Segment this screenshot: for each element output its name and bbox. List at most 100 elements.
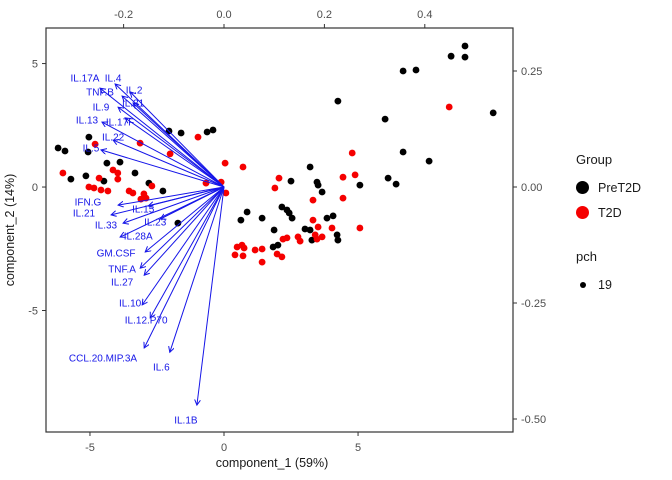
scatter-point-t2d: [231, 251, 239, 259]
loading-arrow-il.10: [142, 186, 225, 305]
loading-arrow-il.1b: [197, 186, 225, 405]
loading-arrow-il.27: [144, 186, 225, 275]
pch19-point-icon: [580, 281, 586, 288]
scatter-point-t2d: [239, 252, 247, 260]
scatter-point-pret2d: [318, 188, 326, 196]
scatter-point-pret2d: [399, 148, 407, 156]
right-tick-label: 0.25: [521, 66, 542, 78]
loading-label-il.28a: IL.28A: [124, 232, 153, 243]
scatter-point-t2d: [97, 186, 105, 194]
scatter-point-pret2d: [116, 158, 124, 166]
scatter-point-t2d: [221, 159, 229, 167]
loading-arrow-il.22: [113, 140, 225, 188]
top-tick-label: 0.0: [216, 9, 231, 21]
loading-label-il.2: IL.2: [126, 86, 143, 97]
scatter-point-pret2d: [61, 147, 69, 155]
scatter-point-pret2d: [177, 129, 185, 137]
loading-label-il.1b: IL.1B: [174, 415, 198, 426]
scatter-point-pret2d: [243, 208, 251, 216]
scatter-point-t2d: [328, 224, 336, 232]
scatter-point-t2d: [240, 244, 248, 252]
scatter-point-t2d: [339, 173, 347, 181]
scatter-point-pret2d: [308, 236, 316, 244]
scatter-point-t2d: [356, 224, 364, 232]
loading-label-il.4: IL.4: [105, 74, 122, 85]
x-tick-label: 5: [355, 442, 361, 454]
legend-group-title: Group: [576, 152, 613, 167]
loading-arrow-il.2: [130, 92, 225, 188]
x-tick-label: -5: [85, 442, 95, 454]
right-tick-label: -0.50: [521, 414, 546, 426]
scatter-point-t2d: [283, 234, 291, 242]
plot-panel: [45, 27, 514, 433]
top-tick-label: -0.2: [114, 9, 133, 21]
scatter-point-pret2d: [425, 157, 433, 165]
loading-label-il.12.p70: IL.12.P70: [125, 316, 168, 327]
scatter-point-pret2d: [334, 236, 342, 244]
loading-arrow-tnf.a: [140, 186, 225, 268]
scatter-point-t2d: [445, 103, 453, 111]
scatter-point-pret2d: [461, 53, 469, 61]
scatter-point-t2d: [95, 174, 103, 182]
loading-arrow-il.31: [133, 103, 225, 188]
scatter-point-t2d: [104, 187, 112, 195]
loading-arrow-il.6: [170, 186, 225, 352]
loading-label-il.17f: IL.17F: [106, 118, 134, 129]
loading-labels-layer: IL.17A IL.4 TNF.B IL.2 IL.9 IL.31 IL.13 IL.17F I…: [69, 74, 198, 427]
scatter-point-pret2d: [237, 216, 245, 224]
scatter-point-pret2d: [356, 181, 364, 189]
scatter-point-t2d: [91, 140, 99, 148]
pret2d-label: PreT2D: [598, 180, 642, 195]
x-axis-title: component_1 (59%): [216, 456, 329, 470]
scatter-point-t2d: [258, 245, 266, 253]
scatter-points-layer: [54, 42, 497, 266]
loading-label-il.27: IL.27: [111, 278, 134, 289]
loading-label-il.10: IL.10: [119, 299, 142, 310]
loading-arrow-il.5: [101, 150, 225, 188]
scatter-point-pret2d: [103, 159, 111, 167]
scatter-point-pret2d: [288, 214, 296, 222]
loading-label-il.9: IL.9: [93, 103, 110, 114]
axis-ticks-layer: -5 0 5 5 0 -5 -0.2 0.0 0.2 0.4 0.25 0.00 -0.25 -0.50: [28, 9, 546, 454]
loading-arrow-il.28a: [120, 186, 225, 237]
scatter-point-pret2d: [258, 214, 266, 222]
scatter-point-t2d: [114, 169, 122, 177]
top-tick-label: 0.2: [317, 9, 332, 21]
scatter-point-pret2d: [85, 133, 93, 141]
scatter-point-pret2d: [412, 66, 420, 74]
scatter-point-pret2d: [314, 181, 322, 189]
scatter-point-pret2d: [301, 225, 309, 233]
top-tick-label: 0.4: [417, 9, 432, 21]
scatter-point-t2d: [222, 189, 230, 197]
loading-label-il.23: IL.23: [144, 217, 167, 228]
scatter-point-pret2d: [323, 214, 331, 222]
loading-label-il.21: IL.21: [73, 209, 96, 220]
scatter-point-pret2d: [174, 219, 182, 227]
x-tick-label: 0: [221, 442, 227, 454]
loading-label-il.33: IL.33: [95, 221, 118, 232]
loading-arrow-il.33: [123, 186, 225, 223]
scatter-point-pret2d: [278, 203, 286, 211]
legend-item-pch19: 19: [576, 272, 670, 297]
y-tick-label: 0: [32, 182, 38, 194]
legend: Group PreT2D T2D pch 19: [570, 152, 670, 297]
scatter-point-t2d: [258, 258, 266, 266]
y-tick-label: -5: [28, 306, 38, 318]
loading-label-il.13: IL.13: [76, 116, 99, 127]
loading-label-il.22: IL.22: [102, 132, 125, 143]
scatter-point-pret2d: [489, 109, 497, 117]
loading-label-ccl.20.mip.3a: CCL.20.MIP.3A: [69, 354, 138, 365]
scatter-point-t2d: [318, 233, 326, 241]
scatter-point-pret2d: [392, 180, 400, 188]
scatter-point-pret2d: [274, 241, 282, 249]
scatter-point-t2d: [278, 253, 286, 261]
scatter-point-t2d: [59, 169, 67, 177]
scatter-point-pret2d: [306, 163, 314, 171]
y-axis-title: component_2 (14%): [3, 174, 17, 287]
scatter-point-t2d: [251, 246, 259, 254]
scatter-point-pret2d: [131, 169, 139, 177]
legend-pch-title: pch: [576, 249, 597, 264]
right-tick-label: -0.25: [521, 298, 546, 310]
legend-item-pret2d: PreT2D: [576, 175, 670, 200]
